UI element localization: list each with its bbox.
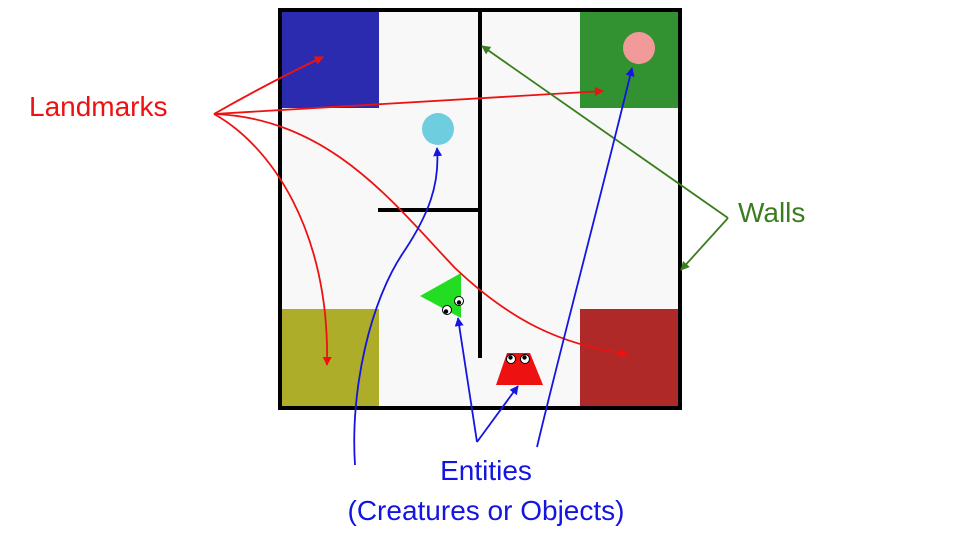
walls-arrows [481,45,729,271]
arrow-to-pink-circle [536,67,635,448]
entities-label-line1: Entities [440,455,532,486]
landmarks-label: Landmarks [29,91,168,122]
arrow-to-outer-wall [680,217,729,271]
cyan-circle-icon [422,113,454,145]
landmark-olive [281,309,379,407]
arrow-to-green-landmark [213,86,604,115]
entities-arrows [353,67,635,466]
arrow-to-inner-wall [481,45,729,219]
landmark-blue [281,11,379,108]
arrow-to-olive-landmark [213,113,332,366]
red-trapezoid-creature-icon [496,353,543,385]
arrow-to-blue-landmark [213,56,324,115]
pink-circle-icon [623,32,655,64]
entities-label: Entities (Creatures or Objects) [321,451,651,531]
walls-label: Walls [738,197,806,228]
arrow-to-green-creature [454,317,478,443]
green-triangle-creature-icon [420,273,464,318]
arrow-to-cyan-circle [353,147,443,466]
entities-label-line2: (Creatures or Objects) [347,495,625,526]
arrow-to-red-creature [476,385,519,443]
landmark-red [580,309,679,407]
